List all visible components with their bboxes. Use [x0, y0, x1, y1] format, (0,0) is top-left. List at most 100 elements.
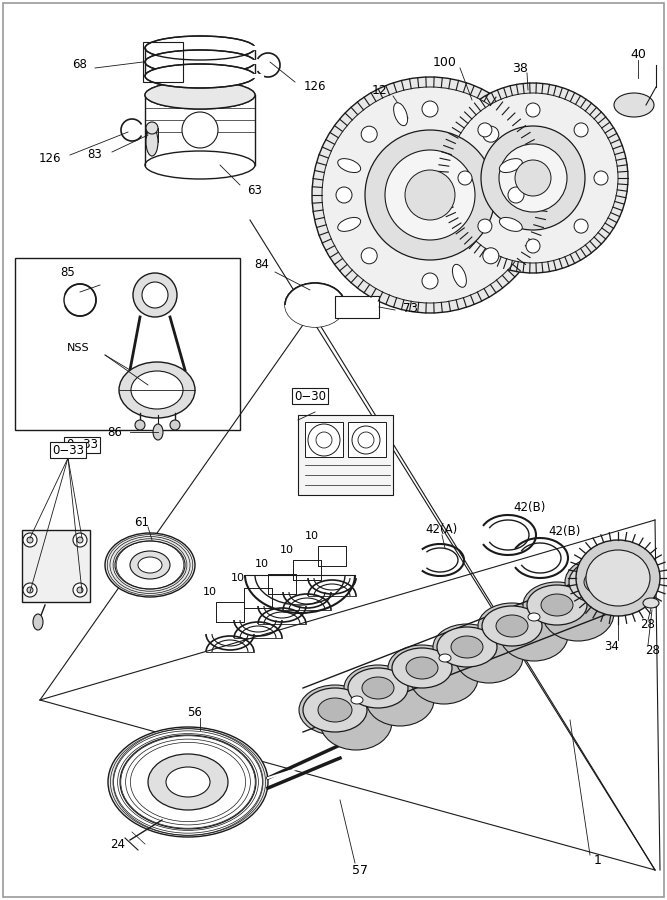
Text: 85: 85 — [61, 266, 75, 278]
Ellipse shape — [499, 144, 567, 212]
Ellipse shape — [120, 735, 256, 829]
Ellipse shape — [27, 537, 33, 543]
Text: 126: 126 — [303, 80, 326, 94]
Ellipse shape — [574, 123, 588, 137]
Ellipse shape — [406, 657, 438, 679]
Ellipse shape — [496, 615, 528, 637]
Ellipse shape — [145, 81, 255, 109]
Ellipse shape — [481, 126, 585, 230]
Text: 83: 83 — [87, 148, 102, 161]
Ellipse shape — [452, 265, 466, 287]
Text: 56: 56 — [187, 706, 203, 718]
Ellipse shape — [451, 636, 483, 658]
Bar — [305, 422, 343, 457]
Ellipse shape — [351, 696, 363, 704]
Ellipse shape — [170, 420, 180, 430]
Ellipse shape — [23, 583, 37, 597]
Ellipse shape — [574, 219, 588, 233]
Ellipse shape — [528, 613, 540, 621]
Text: 57: 57 — [352, 863, 368, 877]
Ellipse shape — [394, 103, 408, 126]
Ellipse shape — [131, 371, 183, 409]
Ellipse shape — [119, 362, 195, 418]
Bar — [15, 258, 240, 430]
Ellipse shape — [515, 160, 551, 196]
Text: 0−30: 0−30 — [294, 390, 326, 402]
Text: 24: 24 — [111, 839, 125, 851]
Ellipse shape — [527, 585, 587, 625]
Text: 126: 126 — [39, 151, 61, 165]
Ellipse shape — [133, 273, 177, 317]
Ellipse shape — [526, 103, 540, 117]
Ellipse shape — [586, 550, 650, 606]
Ellipse shape — [145, 64, 255, 88]
Ellipse shape — [569, 560, 633, 604]
Text: 10: 10 — [203, 587, 217, 597]
Ellipse shape — [173, 770, 203, 795]
Ellipse shape — [27, 587, 33, 593]
Ellipse shape — [73, 583, 87, 597]
Text: 10: 10 — [255, 559, 269, 569]
Text: 28: 28 — [640, 618, 656, 632]
Text: 42(B): 42(B) — [514, 501, 546, 515]
Ellipse shape — [500, 218, 522, 231]
Ellipse shape — [526, 239, 540, 253]
Ellipse shape — [594, 171, 608, 185]
Text: 63: 63 — [247, 184, 262, 196]
Text: 10: 10 — [231, 573, 245, 583]
Ellipse shape — [338, 158, 361, 173]
Text: 73: 73 — [403, 302, 418, 314]
Bar — [143, 42, 183, 82]
Ellipse shape — [115, 541, 185, 589]
Ellipse shape — [142, 282, 168, 308]
Text: 12: 12 — [372, 84, 388, 96]
Ellipse shape — [455, 631, 523, 683]
Ellipse shape — [285, 283, 345, 327]
Ellipse shape — [77, 587, 83, 593]
Ellipse shape — [483, 248, 499, 264]
Ellipse shape — [336, 187, 352, 203]
Bar — [298, 415, 393, 495]
Ellipse shape — [182, 112, 218, 148]
Ellipse shape — [138, 557, 162, 573]
Ellipse shape — [146, 128, 158, 156]
Ellipse shape — [437, 627, 497, 667]
Text: 0−33: 0−33 — [52, 444, 84, 456]
Ellipse shape — [153, 756, 223, 808]
Ellipse shape — [433, 624, 501, 670]
Ellipse shape — [422, 273, 438, 289]
Ellipse shape — [388, 645, 456, 691]
Text: 68: 68 — [73, 58, 87, 70]
Ellipse shape — [422, 101, 438, 117]
Ellipse shape — [338, 218, 361, 231]
Ellipse shape — [148, 754, 228, 810]
Ellipse shape — [482, 606, 542, 646]
Ellipse shape — [500, 609, 568, 661]
Ellipse shape — [576, 540, 660, 616]
Text: 10: 10 — [305, 531, 319, 541]
Ellipse shape — [133, 742, 243, 822]
Ellipse shape — [362, 126, 378, 142]
Ellipse shape — [478, 603, 546, 649]
Ellipse shape — [348, 668, 408, 708]
Ellipse shape — [405, 170, 455, 220]
Text: 61: 61 — [135, 516, 149, 528]
Ellipse shape — [145, 81, 255, 109]
Ellipse shape — [508, 187, 524, 203]
Ellipse shape — [145, 50, 255, 74]
Ellipse shape — [130, 551, 170, 579]
Text: 42(B): 42(B) — [549, 526, 581, 538]
Text: 34: 34 — [604, 640, 620, 652]
Ellipse shape — [614, 93, 654, 117]
Ellipse shape — [392, 648, 452, 688]
Ellipse shape — [458, 171, 472, 185]
Text: 86: 86 — [107, 426, 123, 438]
Ellipse shape — [483, 126, 499, 142]
Ellipse shape — [541, 594, 573, 616]
Text: 100: 100 — [433, 56, 457, 68]
Ellipse shape — [135, 420, 145, 430]
Ellipse shape — [145, 151, 255, 179]
Ellipse shape — [344, 665, 412, 711]
Text: 40: 40 — [630, 49, 646, 61]
Ellipse shape — [77, 537, 83, 543]
